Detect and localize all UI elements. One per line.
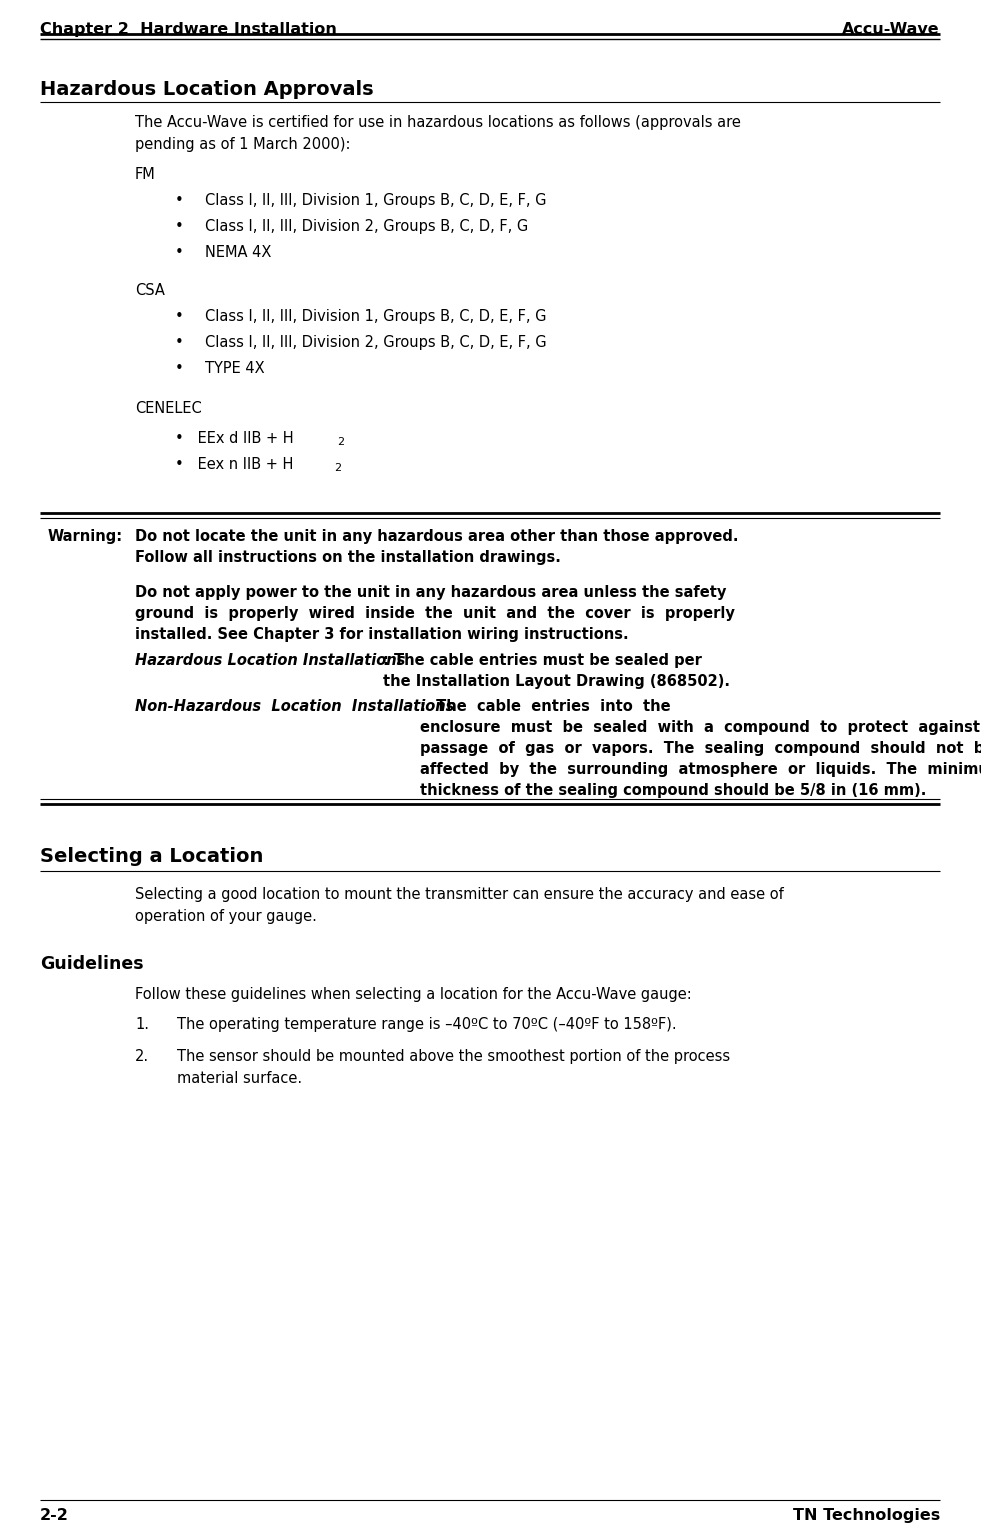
Text: Accu-Wave: Accu-Wave — [843, 21, 940, 37]
Text: Class I, II, III, Division 2, Groups B, C, D, E, F, G: Class I, II, III, Division 2, Groups B, … — [205, 336, 546, 349]
Text: NEMA 4X: NEMA 4X — [205, 245, 272, 260]
Text: Class I, II, III, Division 1, Groups B, C, D, E, F, G: Class I, II, III, Division 1, Groups B, … — [205, 309, 546, 323]
Text: Selecting a good location to mount the transmitter can ensure the accuracy and e: Selecting a good location to mount the t… — [135, 887, 784, 924]
Text: •: • — [175, 309, 183, 323]
Text: Selecting a Location: Selecting a Location — [40, 847, 263, 866]
Text: •: • — [175, 193, 183, 208]
Text: •   EEx d IIB + H: • EEx d IIB + H — [175, 430, 293, 446]
Text: 2.: 2. — [135, 1049, 149, 1065]
Text: : The cable entries must be sealed per
the Installation Layout Drawing (868502).: : The cable entries must be sealed per t… — [383, 653, 730, 689]
Text: CENELEC: CENELEC — [135, 401, 202, 417]
Text: TYPE 4X: TYPE 4X — [205, 362, 265, 375]
Text: The sensor should be mounted above the smoothest portion of the process
material: The sensor should be mounted above the s… — [177, 1049, 730, 1086]
Text: 1.: 1. — [135, 1017, 149, 1033]
Text: Hazardous Location Approvals: Hazardous Location Approvals — [40, 80, 374, 100]
Text: 2: 2 — [337, 437, 344, 447]
Text: •: • — [175, 219, 183, 234]
Text: FM: FM — [135, 167, 156, 182]
Text: The operating temperature range is –40ºC to 70ºC (–40ºF to 158ºF).: The operating temperature range is –40ºC… — [177, 1017, 677, 1033]
Text: •: • — [175, 336, 183, 349]
Text: Warning:: Warning: — [48, 529, 124, 544]
Text: Class I, II, III, Division 2, Groups B, C, D, F, G: Class I, II, III, Division 2, Groups B, … — [205, 219, 528, 234]
Text: Do not locate the unit in any hazardous area other than those approved.
Follow a: Do not locate the unit in any hazardous … — [135, 529, 739, 565]
Text: Guidelines: Guidelines — [40, 954, 143, 973]
Text: •: • — [175, 245, 183, 260]
Text: Class I, II, III, Division 1, Groups B, C, D, E, F, G: Class I, II, III, Division 1, Groups B, … — [205, 193, 546, 208]
Text: •   Eex n IIB + H: • Eex n IIB + H — [175, 457, 293, 472]
Text: Follow these guidelines when selecting a location for the Accu-Wave gauge:: Follow these guidelines when selecting a… — [135, 987, 692, 1002]
Text: Do not apply power to the unit in any hazardous area unless the safety
ground  i: Do not apply power to the unit in any ha… — [135, 585, 735, 642]
Text: 2-2: 2-2 — [40, 1507, 69, 1523]
Text: Hazardous Location Installations: Hazardous Location Installations — [135, 653, 405, 668]
Text: TN Technologies: TN Technologies — [793, 1507, 940, 1523]
Text: Non-Hazardous  Location  Installations: Non-Hazardous Location Installations — [135, 699, 454, 714]
Text: CSA: CSA — [135, 283, 165, 299]
Text: :  The  cable  entries  into  the
enclosure  must  be  sealed  with  a  compound: : The cable entries into the enclosure m… — [420, 699, 981, 798]
Text: Chapter 2  Hardware Installation: Chapter 2 Hardware Installation — [40, 21, 336, 37]
Text: 2: 2 — [334, 463, 341, 473]
Text: •: • — [175, 362, 183, 375]
Text: The Accu-Wave is certified for use in hazardous locations as follows (approvals : The Accu-Wave is certified for use in ha… — [135, 115, 741, 152]
